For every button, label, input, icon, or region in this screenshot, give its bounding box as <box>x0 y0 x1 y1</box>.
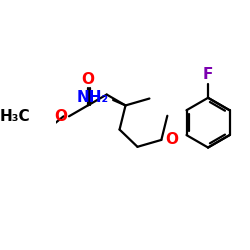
Text: F: F <box>203 67 213 82</box>
Text: O: O <box>81 72 94 87</box>
Text: O: O <box>54 109 68 124</box>
Text: O: O <box>165 132 178 148</box>
Text: H₃C: H₃C <box>0 109 30 124</box>
Text: NH₂: NH₂ <box>76 90 108 105</box>
